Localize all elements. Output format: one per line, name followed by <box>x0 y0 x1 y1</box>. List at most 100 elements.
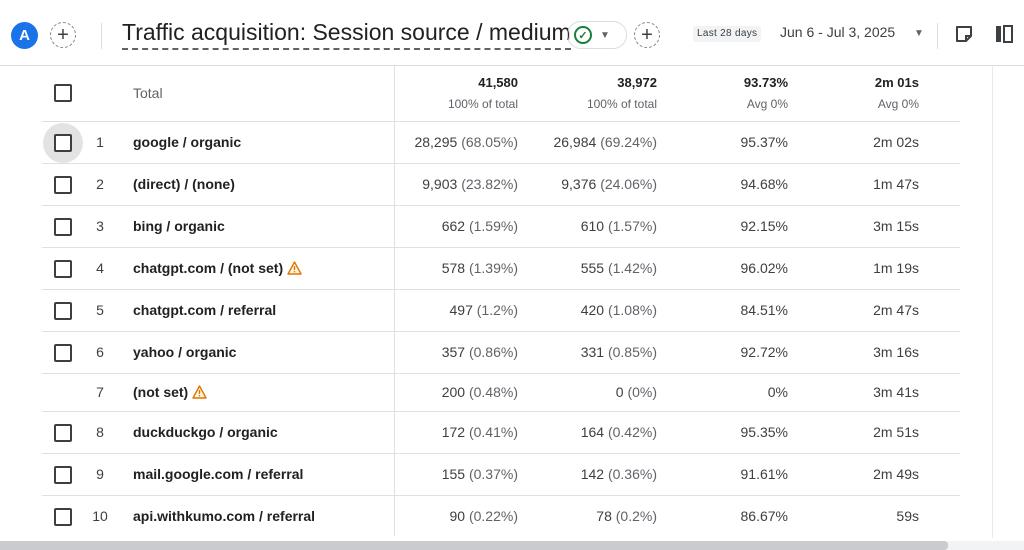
row-index: 10 <box>92 508 108 524</box>
customize-report-button[interactable] <box>992 22 1016 46</box>
engaged-cell: 0 (0%) <box>518 384 657 400</box>
table-row[interactable]: 1 google / organic 28,295 (68.05%) 26,98… <box>42 122 960 164</box>
sessions-cell: 90 (0.22%) <box>394 508 519 524</box>
row-checkbox[interactable] <box>54 344 72 362</box>
select-all-checkbox[interactable] <box>54 84 72 102</box>
sessions-value: 578 <box>441 260 466 276</box>
row-checkbox[interactable] <box>54 176 72 194</box>
sessions-value: 200 <box>441 384 466 400</box>
sessions-percent: (0.86%) <box>468 344 518 360</box>
check-circle-icon: ✓ <box>574 26 592 44</box>
table-row[interactable]: 3 bing / organic 662 (1.59%) 610 (1.57%)… <box>42 206 960 248</box>
column-divider <box>394 206 395 248</box>
engaged-cell: 26,984 (69.24%) <box>518 134 657 150</box>
row-checkbox[interactable] <box>54 424 72 442</box>
engaged-value: 0 <box>615 384 624 400</box>
table-row[interactable]: 10 api.withkumo.com / referral 90 (0.22%… <box>42 496 960 536</box>
engaged-value: 331 <box>580 344 605 360</box>
engaged-value: 555 <box>580 260 605 276</box>
engagement-time: 1m 19s <box>873 260 919 276</box>
engaged-percent: (0.85%) <box>607 344 657 360</box>
column-divider <box>394 412 395 454</box>
row-checkbox[interactable] <box>54 260 72 278</box>
sessions-cell: 357 (0.86%) <box>394 344 518 360</box>
source-medium-label: yahoo / organic <box>133 344 237 360</box>
insights-button[interactable] <box>952 22 976 46</box>
plus-icon: + <box>641 24 653 46</box>
note-icon <box>956 26 972 42</box>
row-checkbox[interactable] <box>54 508 72 526</box>
row-index: 5 <box>96 302 104 318</box>
engaged-percent: (0.42%) <box>607 424 657 440</box>
engagement-time: 3m 15s <box>873 218 919 234</box>
date-caret-icon[interactable]: ▼ <box>914 28 924 39</box>
source-medium-label: google / organic <box>133 134 242 150</box>
sessions-value: 28,295 <box>414 134 458 150</box>
total-row: Total 41,580 100% of total 38,972 100% o… <box>42 66 960 122</box>
table-row[interactable]: 8 duckduckgo / organic 172 (0.41%) 164 (… <box>42 412 960 454</box>
row-checkbox[interactable] <box>54 466 72 484</box>
column-divider <box>394 122 395 164</box>
sessions-percent: (1.39%) <box>468 260 518 276</box>
source-medium[interactable]: (not set) <box>133 384 207 400</box>
engaged-percent: (0.2%) <box>615 508 657 524</box>
engaged-value: 26,984 <box>553 134 597 150</box>
source-medium[interactable]: google / organic <box>133 134 241 150</box>
table-row[interactable]: 9 mail.google.com / referral 155 (0.37%)… <box>42 454 960 496</box>
row-checkbox[interactable] <box>54 218 72 236</box>
source-medium[interactable]: yahoo / organic <box>133 344 236 360</box>
engaged-cell: 610 (1.57%) <box>518 218 657 234</box>
source-medium[interactable]: (direct) / (none) <box>133 176 235 192</box>
table-row[interactable]: 5 chatgpt.com / referral 497 (1.2%) 420 … <box>42 290 960 332</box>
source-medium[interactable]: chatgpt.com / referral <box>133 302 276 318</box>
source-medium[interactable]: bing / organic <box>133 218 225 234</box>
column-divider <box>394 374 395 412</box>
row-checkbox[interactable] <box>54 302 72 320</box>
date-preset-chip[interactable]: Last 28 days <box>693 26 762 42</box>
add-comparison-button[interactable]: + <box>50 22 76 48</box>
sessions-value: 662 <box>441 218 466 234</box>
date-range-picker[interactable]: Jun 6 - Jul 3, 2025 <box>780 24 896 40</box>
warning-icon[interactable] <box>287 261 302 275</box>
engaged-cell: 164 (0.42%) <box>518 424 657 440</box>
engaged-value: 78 <box>596 508 612 524</box>
source-medium[interactable]: api.withkumo.com / referral <box>133 508 315 524</box>
table-row[interactable]: 6 yahoo / organic 357 (0.86%) 331 (0.85%… <box>42 332 960 374</box>
source-medium[interactable]: mail.google.com / referral <box>133 466 303 482</box>
add-filter-button[interactable]: + <box>634 22 660 48</box>
plus-icon: + <box>57 24 69 46</box>
property-avatar[interactable]: A <box>11 22 38 49</box>
source-medium[interactable]: chatgpt.com / (not set) <box>133 260 302 276</box>
sessions-cell: 497 (1.2%) <box>394 302 518 318</box>
row-index: 1 <box>96 134 104 150</box>
engaged-value: 610 <box>580 218 605 234</box>
columns-icon <box>996 25 1013 43</box>
column-divider <box>394 164 395 206</box>
vertical-scroll-area[interactable] <box>992 66 1024 538</box>
source-medium[interactable]: duckduckgo / organic <box>133 424 278 440</box>
engaged-percent: (1.08%) <box>607 302 657 318</box>
engaged-percent: (24.06%) <box>600 176 657 192</box>
page-title[interactable]: Traffic acquisition: Session source / me… <box>122 18 571 50</box>
sessions-percent: (23.82%) <box>461 176 518 192</box>
engaged-cell: 78 (0.2%) <box>518 508 657 524</box>
total-time-sub: Avg 0% <box>877 97 919 111</box>
warning-icon[interactable] <box>192 385 207 399</box>
table-row[interactable]: 2 (direct) / (none) 9,903 (23.82%) 9,376… <box>42 164 960 206</box>
column-divider <box>394 248 395 290</box>
report-status-dropdown[interactable]: ✓ ▼ <box>567 21 627 49</box>
engaged-cell: 331 (0.85%) <box>518 344 657 360</box>
total-sessions-sub: 100% of total <box>447 97 518 111</box>
row-checkbox[interactable] <box>54 134 72 152</box>
row-index: 9 <box>96 466 104 482</box>
engagement-time: 2m 02s <box>873 134 919 150</box>
sessions-cell: 155 (0.37%) <box>394 466 518 482</box>
column-divider <box>394 66 395 122</box>
engagement-rate: 94.68% <box>740 176 788 192</box>
horizontal-scrollbar-thumb[interactable] <box>0 541 948 550</box>
total-rate: 93.73% <box>743 75 788 90</box>
table-row[interactable]: 7 (not set) 200 (0.48%) 0 (0%) 0% 3m 41s <box>42 374 960 412</box>
sessions-cell: 172 (0.41%) <box>394 424 518 440</box>
row-index: 4 <box>96 260 104 276</box>
table-row[interactable]: 4 chatgpt.com / (not set) 578 (1.39%) 55… <box>42 248 960 290</box>
